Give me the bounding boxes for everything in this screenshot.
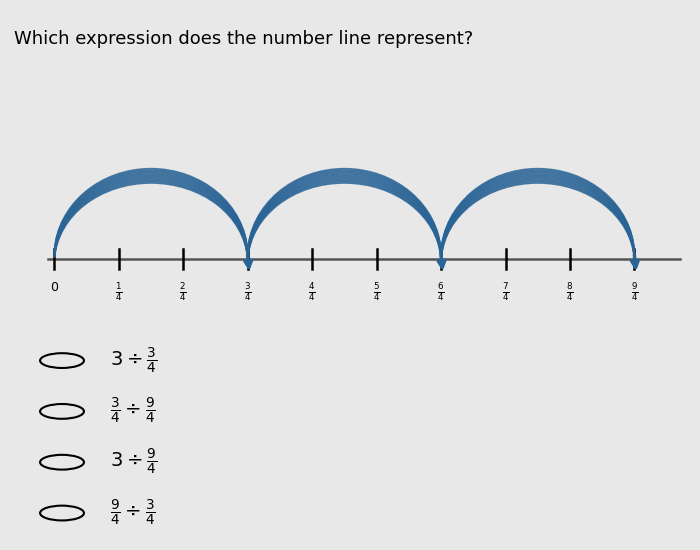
Text: $\frac{4}{4}$: $\frac{4}{4}$ [309,281,316,303]
Text: $0$: $0$ [50,281,59,294]
Text: $3\div\frac{3}{4}$: $3\div\frac{3}{4}$ [110,345,157,376]
Text: $\frac{6}{4}$: $\frac{6}{4}$ [438,281,445,303]
Text: $\frac{9}{4}$: $\frac{9}{4}$ [631,281,638,303]
Text: $\frac{2}{4}$: $\frac{2}{4}$ [179,281,187,303]
Text: $\frac{1}{4}$: $\frac{1}{4}$ [115,281,122,303]
Text: $\frac{3}{4}\div\frac{9}{4}$: $\frac{3}{4}\div\frac{9}{4}$ [110,397,156,426]
Text: $3\div\frac{9}{4}$: $3\div\frac{9}{4}$ [110,447,157,477]
Text: Which expression does the number line represent?: Which expression does the number line re… [14,30,473,47]
Text: $\frac{7}{4}$: $\frac{7}{4}$ [502,281,510,303]
Text: $\frac{3}{4}$: $\frac{3}{4}$ [244,281,251,303]
Text: $\frac{5}{4}$: $\frac{5}{4}$ [373,281,380,303]
Text: $\frac{9}{4}\div\frac{3}{4}$: $\frac{9}{4}\div\frac{3}{4}$ [110,498,156,528]
Text: $\frac{8}{4}$: $\frac{8}{4}$ [566,281,574,303]
